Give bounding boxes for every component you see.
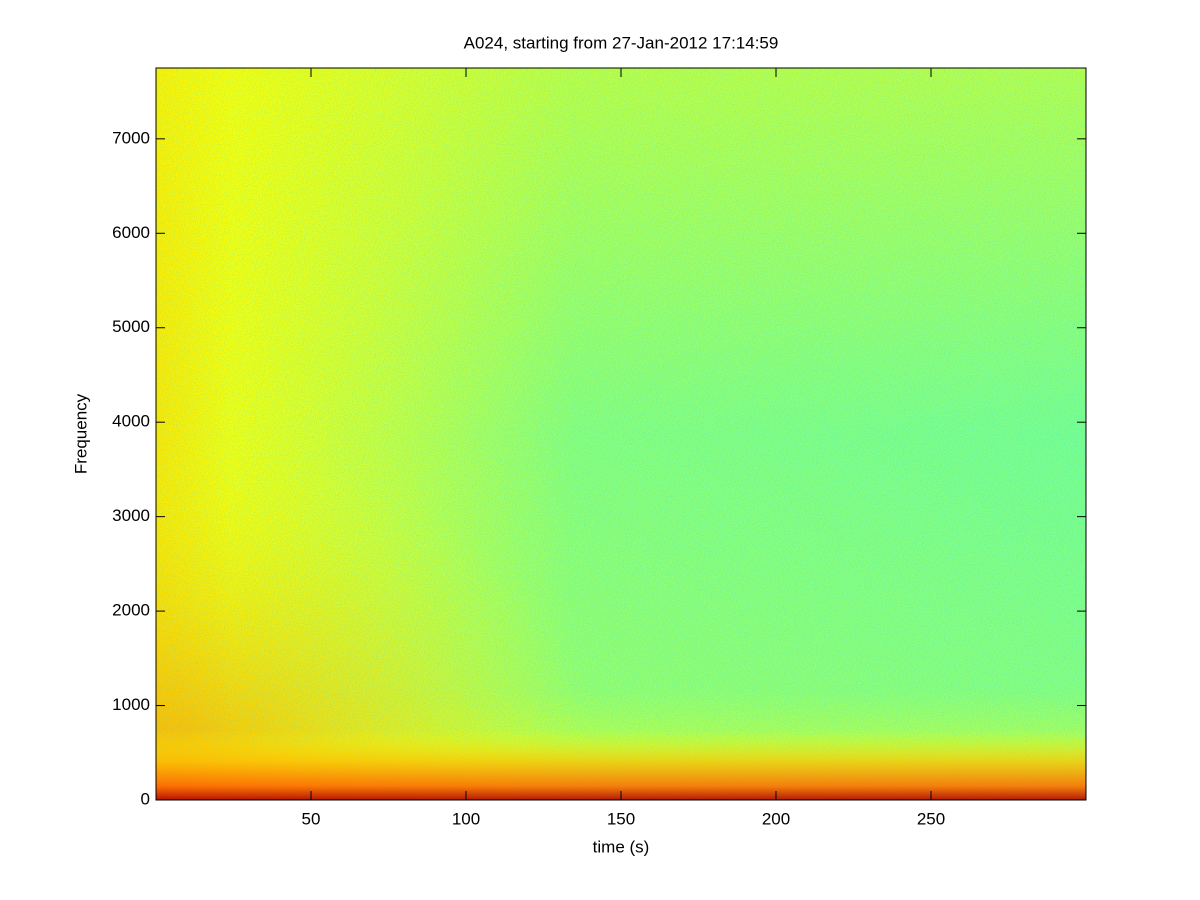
y-tick-label: 5000 (112, 317, 150, 336)
x-tick-label: 200 (762, 809, 790, 828)
x-tick-label: 150 (607, 809, 635, 828)
x-axis-label: time (s) (593, 837, 650, 856)
y-tick-label: 6000 (112, 223, 150, 242)
y-axis-label: Frequency (71, 393, 90, 474)
y-tick-label: 0 (141, 789, 150, 808)
spectrogram-image (155, 67, 1087, 801)
x-tick-label: 250 (917, 809, 945, 828)
chart-title: A024, starting from 27-Jan-2012 17:14:59 (464, 33, 779, 52)
y-tick-label: 7000 (112, 128, 150, 147)
y-tick-label: 3000 (112, 506, 150, 525)
y-tick-label: 1000 (112, 695, 150, 714)
x-tick-label: 100 (452, 809, 480, 828)
y-tick-label: 4000 (112, 412, 150, 431)
x-tick-label: 50 (302, 809, 321, 828)
y-tick-label: 2000 (112, 601, 150, 620)
